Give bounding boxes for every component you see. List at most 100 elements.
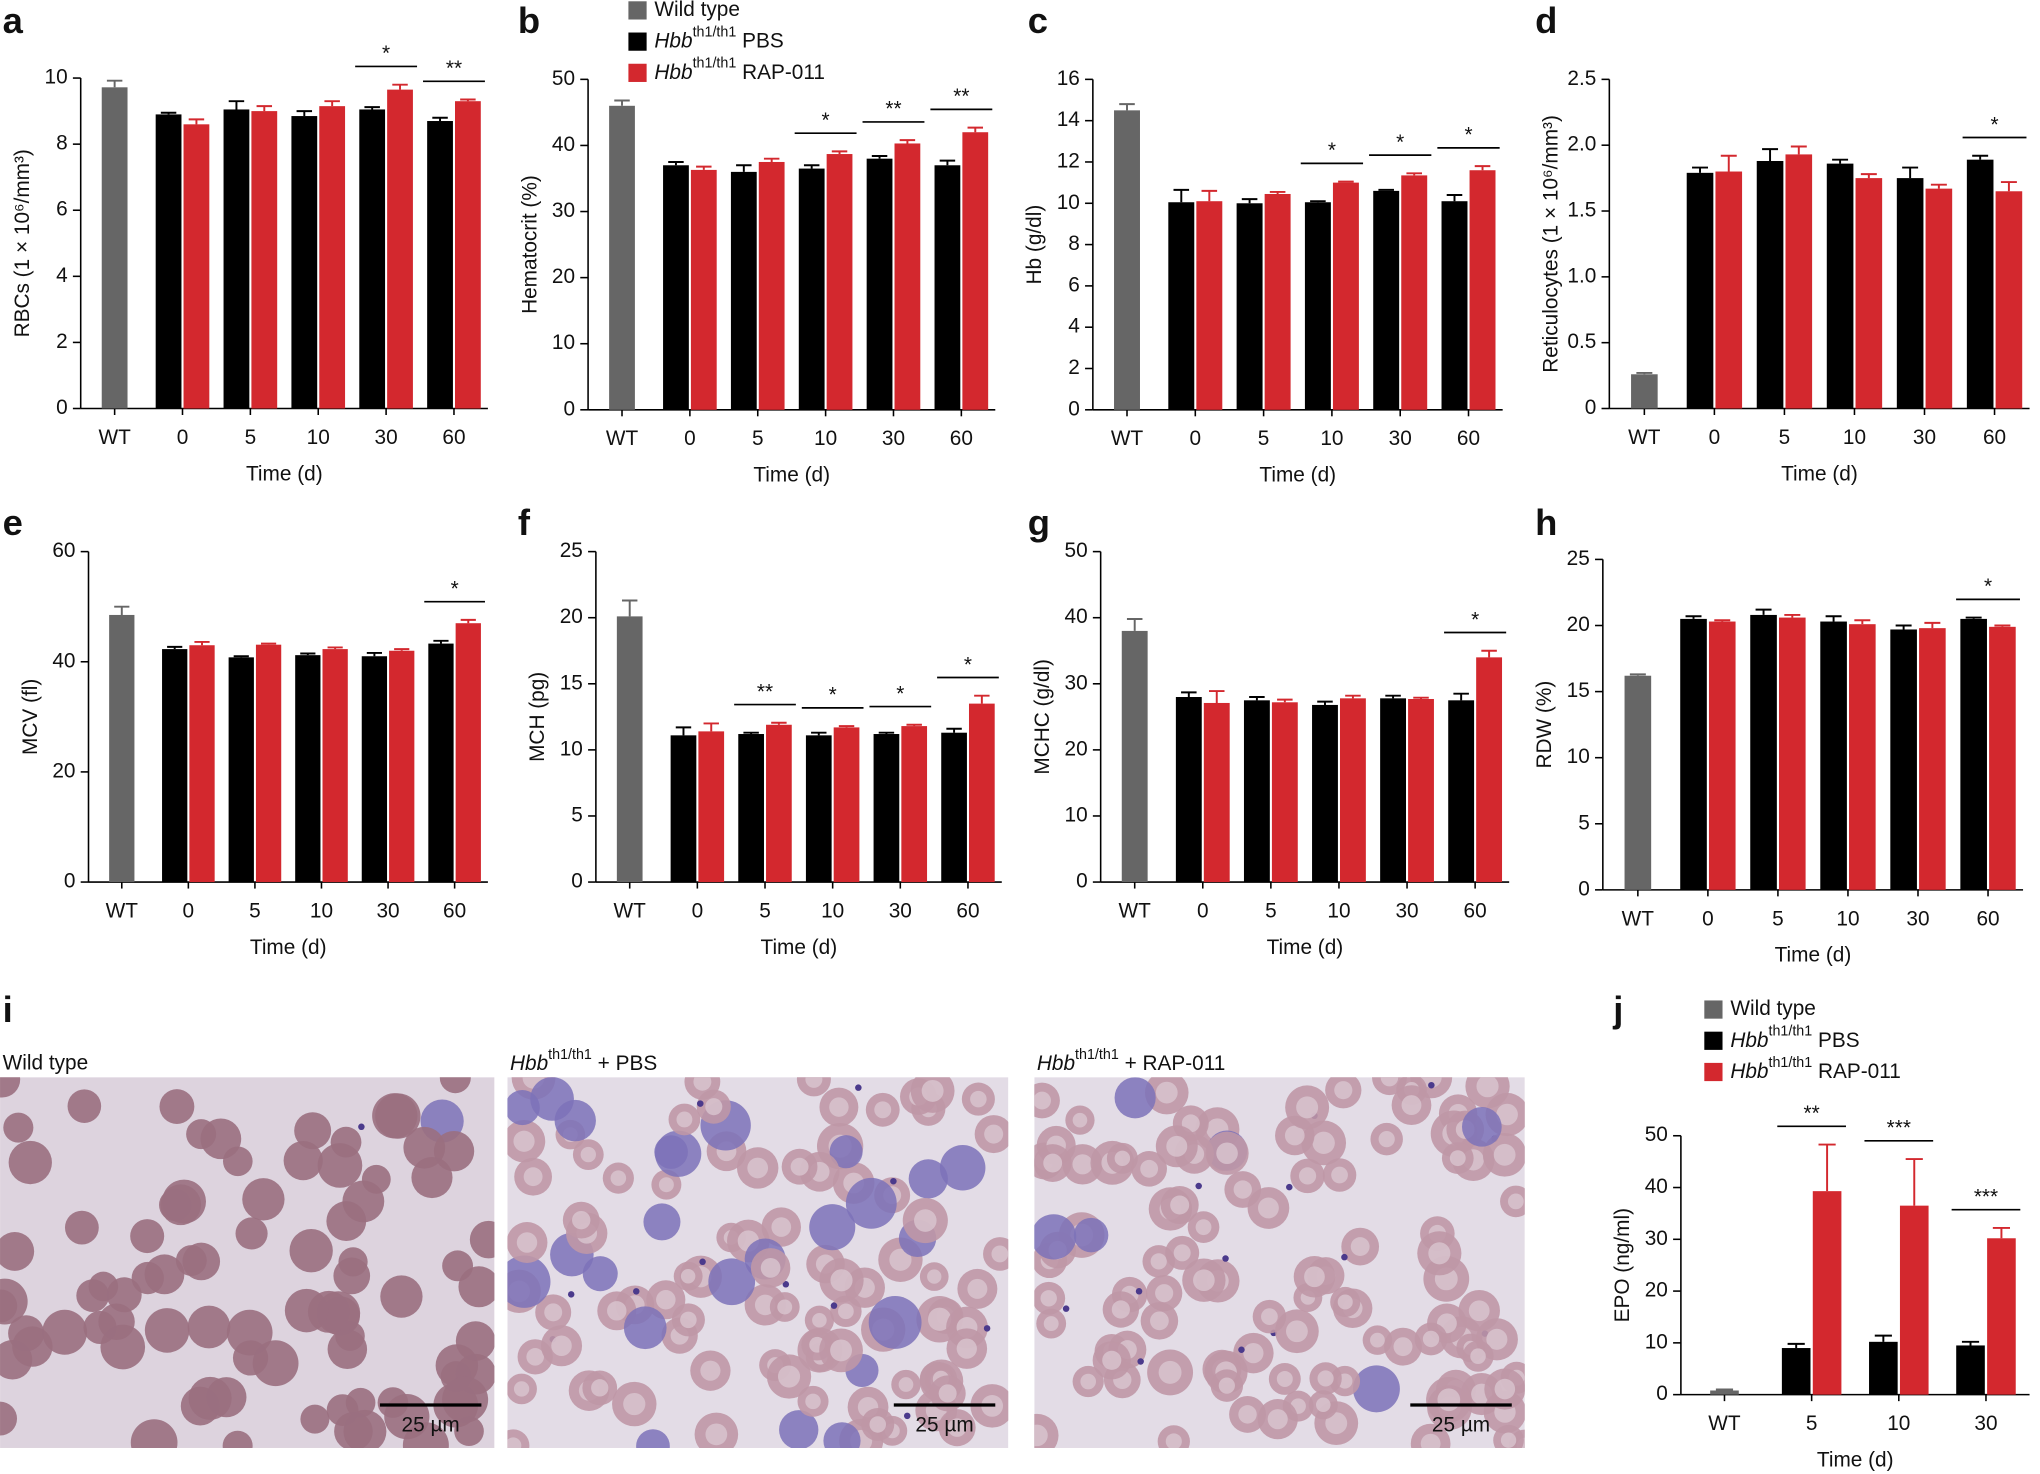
y-tick-label: 8 [56,132,68,155]
error-bar [1787,1342,1805,1349]
x-tick-label: 0 [692,899,704,922]
error-bar [621,599,638,617]
cell-center [947,1418,967,1437]
error-bar [871,155,888,159]
scale-bar-label: 25 µm [915,1413,973,1436]
cell-center [1296,1096,1319,1119]
significance-stars: * [451,577,459,600]
error-bar [1685,615,1702,619]
error-bar [167,645,183,650]
bar [1476,657,1503,883]
bar [291,116,318,409]
cell-center [805,1393,821,1410]
cell [655,1130,702,1177]
cell-center [1170,1195,1190,1215]
error-bar [1269,190,1286,194]
significance-stars: * [1984,575,1992,598]
inclusion [567,1291,575,1298]
error-bar [1895,624,1912,630]
x-tick-label: 60 [1983,426,2006,449]
y-tick-label: 10 [1065,803,1088,826]
y-tick-label: 6 [1068,273,1080,296]
bar [934,165,961,410]
error-bar [1832,158,1849,164]
bar [255,644,282,883]
cell [623,1306,667,1350]
y-tick-label: 25 [1567,547,1590,570]
x-tick-label: WT [106,899,139,922]
cell [636,1429,670,1448]
x-tick-label: 5 [752,427,764,450]
cell [845,1177,897,1229]
x-tick-label: 60 [956,899,979,922]
cell-center [1155,1081,1178,1104]
bar [1960,618,1987,890]
error-bar [1972,154,1989,160]
bar [1785,154,1813,409]
cell-center [1496,1103,1518,1126]
bar [1925,188,1953,409]
inclusion [903,1412,911,1420]
bar [766,724,792,883]
inclusion [697,1100,704,1107]
bar [1631,374,1658,409]
cell [507,1090,540,1126]
cell-center [1173,1244,1191,1262]
y-axis-label: EPO (ng/ml) [1611,1208,1634,1322]
x-tick-label: 0 [1702,907,1714,930]
x-tick-label: 60 [1457,427,1480,450]
error-bar [1378,188,1394,191]
panel-letter: f [518,502,531,543]
error-bar [668,160,684,166]
error-bar [1406,172,1423,176]
inclusion [1341,1253,1348,1261]
cell-center [1315,1397,1331,1413]
cell [1034,1214,1077,1260]
cell [380,1275,423,1318]
cell [235,1217,268,1250]
cell [232,1340,269,1376]
bar [387,89,413,409]
x-tick-label: 10 [310,899,333,922]
legend-swatch [1704,1000,1723,1019]
cell-center [1285,1320,1308,1343]
scale-bar-label: 25 µm [1432,1413,1490,1436]
error-bar [324,100,340,107]
panel-letter: i [3,989,13,1030]
bar [1448,700,1475,883]
inclusion [855,1084,862,1091]
cell [375,1093,421,1139]
x-tick-label: 60 [442,426,465,449]
error-bar [300,652,316,656]
bar [455,101,481,409]
cell-center [970,1090,987,1108]
cell-center [1034,1424,1048,1447]
cell-center [693,1077,712,1091]
cell-center [1166,1135,1188,1157]
cell-center [1325,1412,1348,1435]
x-tick-label: 5 [245,426,257,449]
cell [175,1245,207,1276]
error-bar [1201,189,1218,202]
cell-center [869,1416,887,1433]
error-bar [432,116,448,122]
cell [130,1419,178,1448]
cell-center [526,1348,544,1366]
x-tick-label: 30 [1389,427,1412,450]
inclusion [1137,1358,1144,1365]
bar [698,731,725,883]
cell [823,1422,861,1448]
y-tick-label: 16 [1057,67,1080,90]
x-tick-label: 5 [759,899,771,922]
cell-center [914,1209,937,1232]
bar [1121,630,1148,883]
y-tick-label: 15 [1567,679,1590,702]
cell-center [1257,1197,1279,1219]
inclusion [358,1123,365,1131]
y-tick-label: 5 [571,803,583,826]
bar [1686,172,1714,409]
cell-center [1494,1378,1516,1400]
y-tick-label: 25 [560,539,583,562]
x-tick-label: 5 [1265,899,1277,922]
cell [554,1099,596,1142]
